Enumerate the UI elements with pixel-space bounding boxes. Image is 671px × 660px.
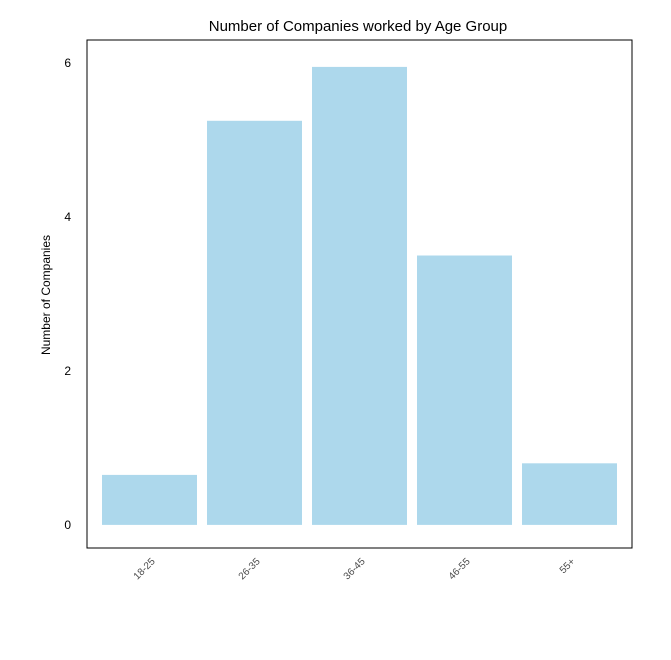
plot-frame xyxy=(86,39,633,549)
chart-title: Number of Companies worked by Age Group xyxy=(209,18,507,35)
bar-18-25 xyxy=(102,474,197,525)
x-tick-label: 26-35 xyxy=(237,556,263,582)
y-axis-label: Number of Companies xyxy=(39,235,53,355)
bar-26-35 xyxy=(207,120,302,525)
x-tick-label: 55+ xyxy=(558,556,578,576)
y-tick-label: 6 xyxy=(64,56,71,70)
x-tick-label: 36-45 xyxy=(342,556,368,582)
y-axis-ticks: 0 2 4 6 xyxy=(64,56,71,532)
y-tick-label: 0 xyxy=(64,518,71,532)
y-tick-label: 2 xyxy=(64,364,71,378)
bars xyxy=(102,66,617,525)
bar-36-45 xyxy=(312,66,407,525)
y-tick-label: 4 xyxy=(64,210,71,224)
x-axis-ticks: 18-25 26-35 36-45 46-55 55+ xyxy=(132,556,578,582)
x-tick-label: 46-55 xyxy=(447,556,473,582)
bar-46-55 xyxy=(417,255,512,525)
bar-55+ xyxy=(522,463,617,525)
x-tick-label: 18-25 xyxy=(132,556,158,582)
